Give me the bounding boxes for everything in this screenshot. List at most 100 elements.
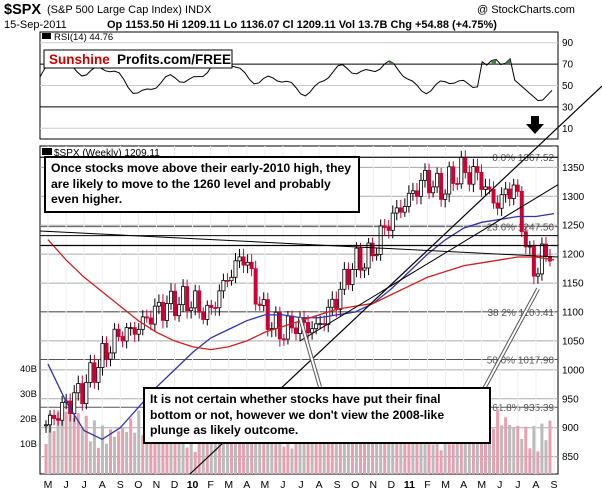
candle-body	[132, 327, 137, 335]
candle-body	[92, 362, 97, 383]
candle-body	[455, 183, 460, 185]
candle-body	[124, 327, 129, 342]
candle-body	[221, 280, 226, 292]
candle-body	[56, 418, 61, 421]
volume-bar	[415, 420, 419, 474]
candle-body	[229, 276, 234, 282]
volume-bar	[221, 422, 225, 474]
candle-body	[338, 288, 343, 310]
volume-bar	[379, 438, 383, 474]
candle-body	[499, 194, 504, 209]
chart-title: (S&P 500 Large Cap Index) INDX	[47, 4, 212, 16]
volume-bar	[270, 430, 274, 474]
volume-bar	[173, 422, 177, 474]
candle-body	[104, 342, 109, 360]
volume-bar	[459, 428, 463, 474]
candle-body	[168, 290, 173, 305]
volume-bar	[104, 443, 108, 474]
candle-body	[314, 323, 319, 330]
volume-bar	[306, 423, 310, 474]
candle-body	[435, 172, 440, 188]
volume-bar	[548, 420, 552, 474]
volume-bar	[68, 414, 72, 474]
rsi-overbought-fill	[389, 60, 394, 65]
candle-body	[418, 179, 423, 197]
candle-body	[382, 225, 387, 228]
x-tick-label: O	[134, 479, 142, 491]
candle-body	[253, 268, 258, 305]
candle-body	[96, 367, 101, 383]
candle-body	[84, 382, 89, 405]
x-tick-label: D	[171, 479, 179, 491]
price-tick-label: 1350	[562, 163, 585, 174]
volume-bar	[76, 413, 80, 474]
candle-body	[414, 190, 419, 197]
candle-body	[277, 311, 282, 340]
candle-body	[439, 172, 444, 200]
x-tick-label: 11	[404, 479, 415, 491]
candle-body	[148, 317, 153, 325]
volume-bar	[298, 435, 302, 474]
candle-body	[209, 304, 214, 308]
x-tick-label: D	[388, 479, 396, 491]
volume-bar	[358, 436, 362, 474]
fib-label: 38.2% 1100.41	[487, 308, 554, 319]
volume-bar	[403, 420, 407, 474]
candle-body	[193, 290, 198, 309]
volume-bar	[133, 432, 137, 474]
x-tick-label: M	[441, 479, 450, 491]
volume-bar	[80, 428, 84, 474]
x-tick-label: J	[280, 479, 285, 491]
annotation-bottom: It is not certain whether stocks have pu…	[143, 387, 491, 444]
candle-body	[519, 190, 524, 233]
volume-bar	[181, 424, 185, 474]
candle-body	[511, 184, 516, 199]
price-tick-label: 1050	[562, 336, 585, 347]
x-tick-label: M	[477, 479, 486, 491]
pointer-line-inner	[477, 288, 539, 401]
volume-bar	[524, 426, 528, 474]
brand-right: Profits.com/FREE	[117, 52, 231, 67]
price-legend-swatch	[42, 148, 52, 155]
candle-body	[503, 188, 508, 196]
volume-bar	[427, 419, 431, 474]
candle-body	[205, 304, 210, 320]
rsi-overbought-fill	[505, 58, 511, 65]
candle-body	[100, 342, 105, 368]
candle-body	[241, 256, 246, 266]
volume-bar	[286, 423, 290, 474]
volume-bar	[500, 425, 504, 474]
volume-bar	[367, 430, 371, 474]
candle-body	[112, 328, 117, 354]
candle-body	[378, 225, 383, 255]
trendline-falling	[39, 230, 559, 258]
volume-bar	[177, 436, 181, 474]
candle-body	[281, 338, 286, 341]
x-tick-label: A	[460, 479, 467, 491]
volume-bar	[528, 448, 532, 474]
volume-bar	[540, 423, 544, 474]
volume-bar	[149, 427, 153, 474]
volume-bar	[504, 417, 508, 474]
x-tick-label: N	[369, 479, 377, 491]
volume-bar	[165, 421, 169, 474]
candle-body	[156, 301, 161, 307]
volume-bar	[346, 421, 350, 474]
volume-bar	[411, 416, 415, 474]
candle-body	[342, 268, 347, 290]
candle-body	[539, 243, 544, 275]
candle-body	[463, 156, 468, 174]
price-tick-label: 950	[562, 394, 579, 405]
x-tick-label: F	[207, 479, 213, 491]
x-tick-label: 10	[187, 479, 199, 491]
volume-bar	[423, 431, 427, 474]
price-tick-label: 1150	[562, 279, 584, 290]
volume-bar	[350, 440, 354, 474]
candle-body	[447, 166, 452, 195]
candle-body	[515, 184, 520, 192]
price-tick-label: 850	[562, 452, 579, 463]
volume-bar	[496, 409, 500, 474]
volume-bar	[262, 430, 266, 474]
volume-bar	[310, 413, 314, 474]
x-tick-label: J	[515, 479, 520, 491]
